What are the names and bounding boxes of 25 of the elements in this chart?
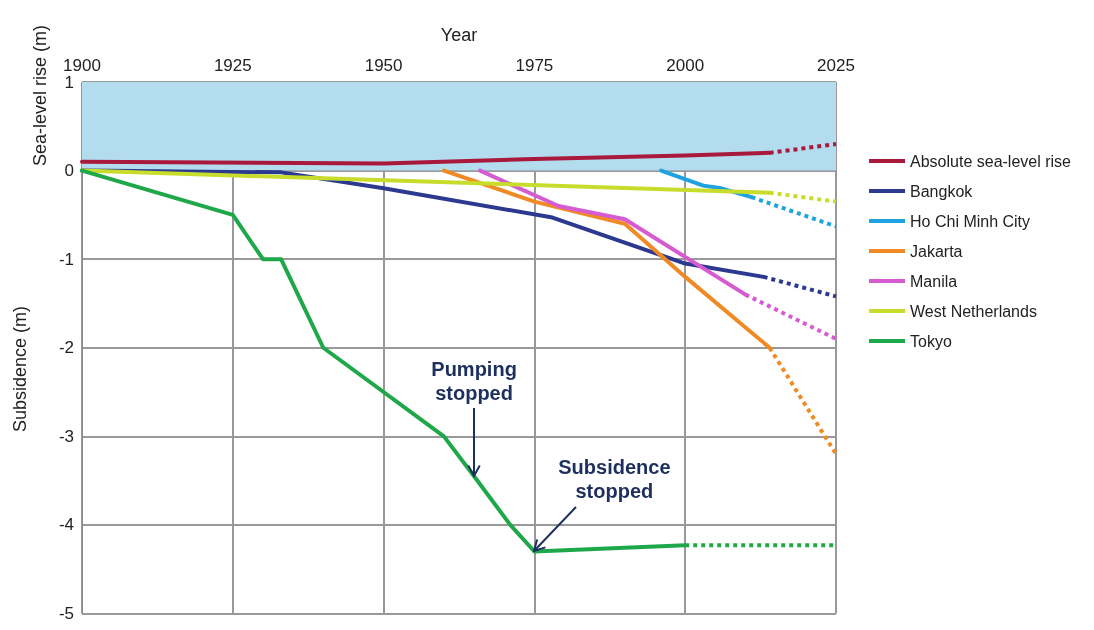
x-tick-label: 1950 xyxy=(364,56,403,75)
legend-label: West Netherlands xyxy=(910,302,1037,320)
legend-label: Manila xyxy=(910,272,958,290)
x-tick-label: 2000 xyxy=(666,56,705,75)
y-tick-label: -1 xyxy=(58,249,74,269)
x-tick-label: 1975 xyxy=(515,56,554,75)
y-tick-label: -4 xyxy=(58,515,74,535)
x-tick-label: 1900 xyxy=(63,56,101,75)
legend-label: Tokyo xyxy=(910,332,952,350)
y-tick-label: 0 xyxy=(64,161,74,181)
legend-label: Bangkok xyxy=(910,182,974,200)
y-tick-label: -3 xyxy=(58,426,74,446)
legend-label: Jakarta xyxy=(910,242,963,260)
y-tick-label: -2 xyxy=(58,338,74,358)
legend-label: Ho Chi Minh City xyxy=(910,212,1031,230)
y-tick-label: -5 xyxy=(58,604,74,623)
x-tick-label: 1925 xyxy=(213,56,252,75)
x-tick-label: 2025 xyxy=(817,56,855,75)
annotation: Pumping stopped xyxy=(430,357,518,406)
y-axis-title: Subsidence (m) xyxy=(10,305,30,433)
x-axis-title: Year xyxy=(440,25,478,45)
legend-label: Absolute sea-level rise xyxy=(910,152,1072,170)
y-tick-label: 1 xyxy=(64,72,74,92)
band-label: Sea-level rise (m) xyxy=(30,25,50,167)
annotation: Subsidence stopped xyxy=(557,455,672,504)
